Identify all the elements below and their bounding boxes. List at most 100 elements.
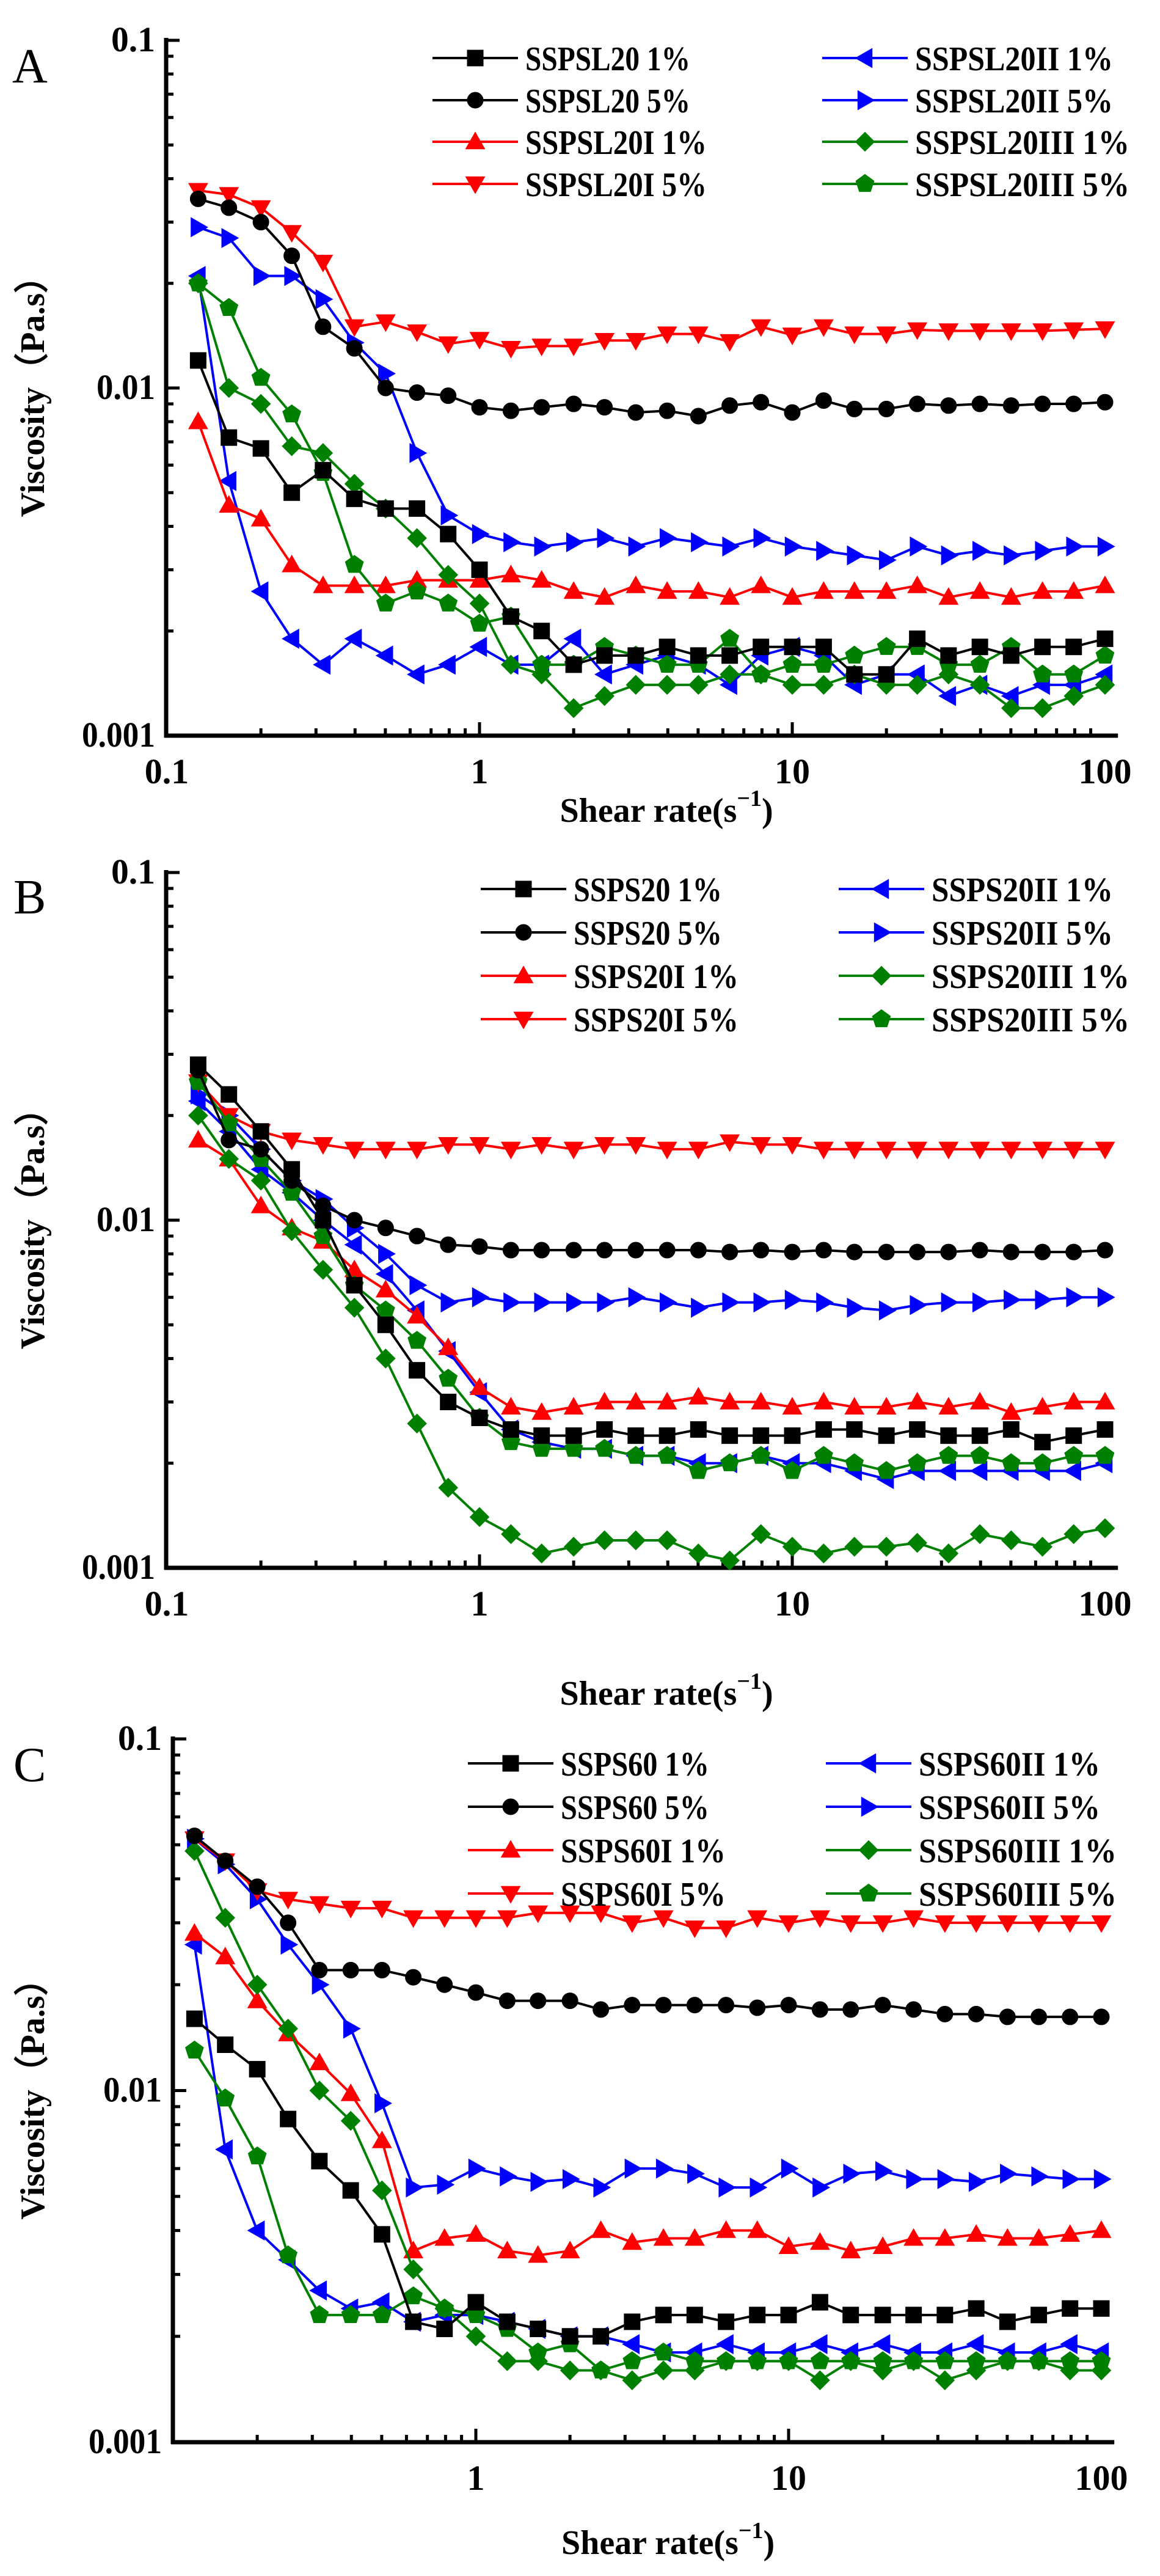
data-point [782, 654, 802, 673]
data-point [407, 1331, 427, 1349]
legend-item: SSPSL20III 5% [822, 166, 1129, 204]
data-point [184, 2040, 204, 2059]
data-point [720, 629, 740, 647]
series-line [197, 360, 1106, 676]
data-point [876, 1141, 897, 1160]
data-point [531, 569, 552, 588]
data-point [188, 1105, 208, 1126]
series-ssps60-1- [186, 2010, 1110, 2345]
data-point [407, 664, 425, 685]
data-point [626, 575, 646, 593]
data-point [999, 2313, 1016, 2330]
panel-c: C 0.001 0.01 0.1 1 10 100 Shear rate(s−1) Viscos… [13, 1718, 1128, 2562]
data-point [782, 327, 803, 345]
legend-marker [857, 90, 875, 111]
data-point [252, 440, 269, 457]
data-point [500, 565, 521, 583]
data-point [377, 500, 394, 517]
data-point [407, 528, 427, 549]
data-point [503, 532, 521, 552]
data-point [910, 1295, 928, 1315]
data-point [528, 2245, 549, 2263]
data-point [249, 2061, 266, 2078]
data-point [591, 1905, 611, 1923]
data-point [563, 1397, 584, 1415]
data-point [252, 214, 269, 231]
data-point [784, 1427, 801, 1444]
series-sspsl20-5- [189, 190, 1114, 425]
data-point [1096, 1242, 1114, 1259]
data-point [690, 1421, 707, 1438]
data-point [627, 1242, 644, 1259]
data-point [188, 1130, 208, 1148]
series-line [197, 1100, 1106, 1480]
data-point [219, 1149, 239, 1169]
data-point [219, 378, 239, 398]
data-point [407, 1413, 427, 1434]
data-point [1002, 397, 1020, 414]
data-point [280, 1934, 299, 1955]
data-point [342, 1961, 359, 1978]
data-point [751, 575, 772, 593]
data-point [684, 1920, 705, 1938]
y-tick-label: 0.1 [118, 1718, 162, 1758]
data-point [1060, 1915, 1081, 1933]
data-point [435, 2298, 454, 2317]
data-point [440, 1236, 457, 1253]
series-line [193, 1850, 1101, 2382]
data-point [938, 1460, 957, 1481]
data-point [782, 587, 803, 605]
data-point [688, 1386, 709, 1405]
data-point [563, 338, 584, 357]
data-point [250, 393, 271, 414]
data-point [284, 266, 302, 287]
data-point [309, 2280, 327, 2301]
data-point [561, 2328, 578, 2345]
data-point [407, 1306, 428, 1324]
data-point [716, 1920, 737, 1938]
data-point [1060, 2351, 1080, 2369]
data-point [907, 1532, 927, 1553]
data-point [657, 675, 677, 695]
legend-item: SSPSL20 1% [432, 40, 690, 78]
data-point [847, 545, 865, 566]
data-point [1093, 2300, 1110, 2317]
data-point [876, 1537, 897, 1557]
data-point [844, 1397, 865, 1415]
panel-b: B 0.001 0.01 0.1 0.1 1 10 100 Shear rate(s−1) Vis… [13, 852, 1132, 1713]
data-point [1095, 645, 1115, 664]
data-point [534, 536, 552, 557]
data-point [938, 587, 959, 605]
data-point [250, 200, 271, 218]
data-point [718, 1997, 735, 2014]
data-point [809, 2334, 828, 2355]
data-point [722, 536, 740, 557]
data-point [1032, 1397, 1053, 1415]
data-point [1063, 1391, 1084, 1410]
data-point [688, 581, 709, 599]
data-point [939, 1446, 958, 1464]
legend-item: SSPSL20I 5% [432, 166, 707, 204]
y-tick-label: 0.1 [111, 852, 155, 891]
legend: SSPSL20 1% SSPSL20 5% SSPSL20I 1% SSPSL20I … [432, 40, 1129, 204]
data-point [593, 2328, 610, 2345]
data-point [721, 1243, 739, 1261]
data-point [528, 2342, 548, 2361]
data-point [221, 1132, 238, 1149]
data-point [847, 1297, 865, 1318]
data-point [1032, 1141, 1053, 1160]
legend-marker [871, 879, 889, 899]
x-axis-label-text: Shear rate(s [560, 1675, 737, 1713]
data-point [377, 1316, 394, 1333]
data-point [313, 254, 334, 273]
data-point [782, 1137, 803, 1155]
data-point [309, 1896, 330, 1914]
data-point [403, 1910, 424, 1928]
data-point [221, 429, 238, 446]
series-line [197, 276, 1106, 698]
data-point [718, 2177, 737, 2198]
data-point [720, 664, 740, 685]
data-point [748, 2351, 767, 2369]
data-point [872, 2236, 893, 2255]
data-point [969, 1141, 990, 1160]
